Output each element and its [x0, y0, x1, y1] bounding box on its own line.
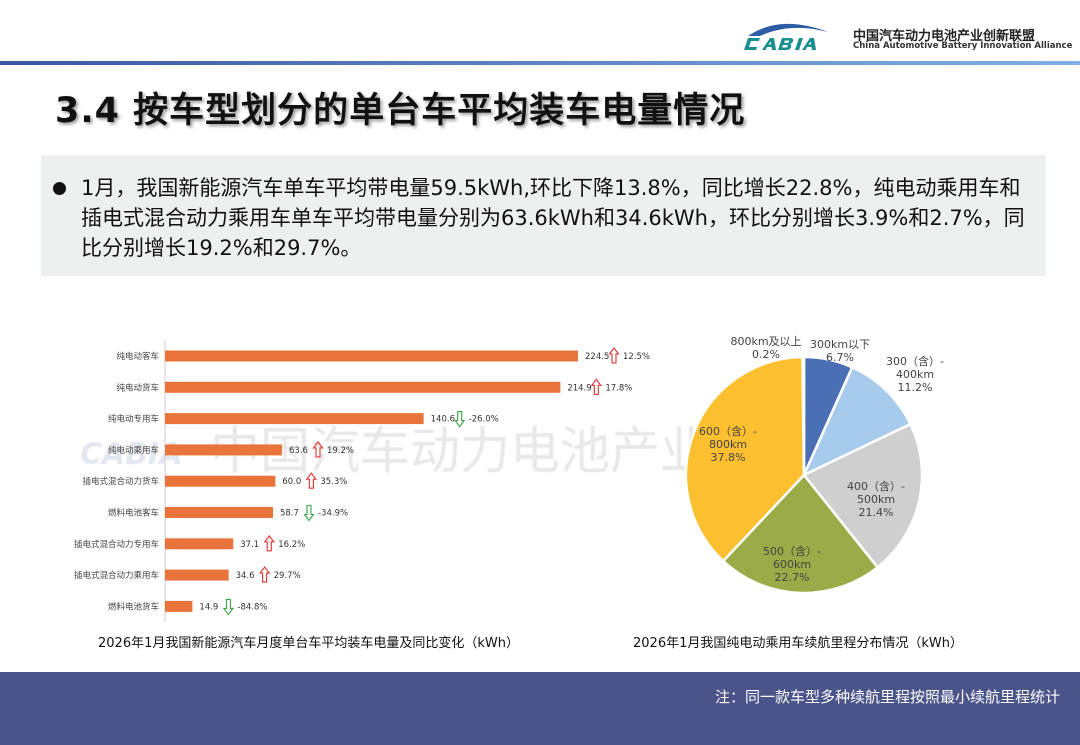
- bar: [165, 381, 561, 393]
- slice-label: 600km: [773, 558, 811, 571]
- bar: [165, 538, 234, 550]
- category-label: 燃料电池货车: [108, 601, 159, 612]
- value-label: 224.5: [585, 352, 609, 362]
- summary-box: 1月，我国新能源汽车单车平均带电量59.5kWh,环比下降13.8%，同比增长2…: [41, 155, 1046, 276]
- arrow-up-icon: [312, 440, 324, 458]
- pie-slice: [802, 355, 854, 476]
- yoy-label: 12.5%: [623, 352, 650, 362]
- bar: [165, 475, 276, 487]
- slice-percent: 0.2%: [752, 348, 780, 361]
- value-label: 214.9: [567, 383, 591, 393]
- value-label: 37.1: [240, 540, 259, 550]
- value-label: 58.7: [280, 509, 299, 519]
- header-divider: [0, 61, 1080, 65]
- summary-text: 1月，我国新能源汽车单车平均带电量59.5kWh,环比下降13.8%，同比增长2…: [81, 176, 1025, 260]
- arrow-up-icon: [263, 534, 275, 552]
- category-label: 纯电动货车: [116, 382, 159, 393]
- category-label: 纯电动客车: [116, 351, 159, 362]
- slice-label: 300km以下: [810, 338, 870, 351]
- pie-slice: [801, 365, 913, 478]
- pie-chart-caption: 2026年1月我国纯电动乘用车续航里程分布情况（kWh）: [633, 636, 963, 651]
- value-label: 60.0: [282, 477, 301, 487]
- slice-label: 500km: [857, 493, 895, 506]
- arrow-down-icon: [222, 598, 235, 616]
- bar: [165, 444, 283, 456]
- pie-slice: [721, 473, 880, 595]
- arrow-down-icon: [454, 411, 466, 428]
- slice-percent: 11.2%: [898, 381, 933, 394]
- yoy-label: 35.3%: [320, 477, 347, 487]
- yoy-label: 17.8%: [605, 383, 632, 393]
- value-label: 63.6: [289, 446, 308, 456]
- pie-slice: [802, 422, 924, 570]
- yoy-label: -26.0%: [469, 415, 499, 425]
- yoy-label: 19.2%: [327, 446, 354, 456]
- category-label: 纯电动专用车: [108, 414, 159, 425]
- category-label: 插电式混合动力货车: [82, 476, 159, 487]
- cabia-logo: [744, 23, 828, 50]
- value-label: 14.9: [199, 602, 218, 612]
- slice-label: 600（含）-: [699, 424, 757, 438]
- category-label: 纯电动乘用车: [108, 445, 159, 456]
- page-title: 3.4 按车型划分的单台车平均装车电量情况: [55, 91, 746, 131]
- bar: [165, 569, 229, 581]
- slice-label: 500（含）-: [763, 544, 821, 558]
- pie-slice: [684, 355, 806, 563]
- bar: [165, 600, 193, 612]
- footer: 注：同一款车型多种续航里程按照最小续航里程统计: [0, 672, 1080, 745]
- bar: [165, 413, 424, 425]
- bar-chart-caption: 2026年1月我国新能源汽车月度单台车平均装车电量及同比变化（kWh）: [98, 636, 519, 651]
- bar-chart: 纯电动客车 224.5 12.5% 纯电动货车 214.9 17.8% 纯电动专用车 140.…: [74, 340, 650, 622]
- org-name-en: China Automotive Battery Innovation Alli…: [853, 41, 1073, 51]
- value-label: 34.6: [236, 571, 255, 581]
- yoy-label: -34.9%: [318, 509, 348, 519]
- arrow-up-icon: [259, 566, 271, 583]
- bar: [165, 507, 273, 518]
- yoy-label: -84.8%: [237, 602, 267, 612]
- slice-percent: 6.7%: [826, 351, 854, 364]
- slice-label: 400（含）-: [847, 479, 905, 493]
- yoy-label: 16.2%: [278, 540, 305, 550]
- slice-percent: 21.4%: [859, 506, 894, 519]
- arrow-up-icon: [305, 472, 317, 489]
- pie-slice: [801, 355, 806, 476]
- bar: [165, 350, 578, 362]
- yoy-label: 29.7%: [274, 571, 301, 581]
- arrow-down-icon: [303, 504, 315, 522]
- value-label: 140.6: [431, 415, 455, 425]
- category-label: 燃料电池客车: [108, 508, 159, 519]
- slice-percent: 22.7%: [775, 571, 810, 584]
- org-name-cn: 中国汽车动力电池产业创新联盟: [853, 29, 1036, 44]
- category-label: 插电式混合动力专用车: [74, 539, 159, 550]
- arrow-up-icon: [608, 347, 620, 364]
- slice-label: 800km及以上: [730, 335, 801, 348]
- footer-note: 注：同一款车型多种续航里程按照最小续航里程统计: [714, 688, 1060, 706]
- slice-label: 800km: [709, 438, 747, 451]
- category-label: 插电式混合动力乘用车: [74, 570, 159, 581]
- bullet-icon: [53, 182, 66, 195]
- slice-label: 400km: [896, 368, 934, 381]
- arrow-up-icon: [590, 378, 602, 395]
- slice-label: 300（含）-: [886, 354, 944, 368]
- slice-percent: 37.8%: [711, 451, 746, 464]
